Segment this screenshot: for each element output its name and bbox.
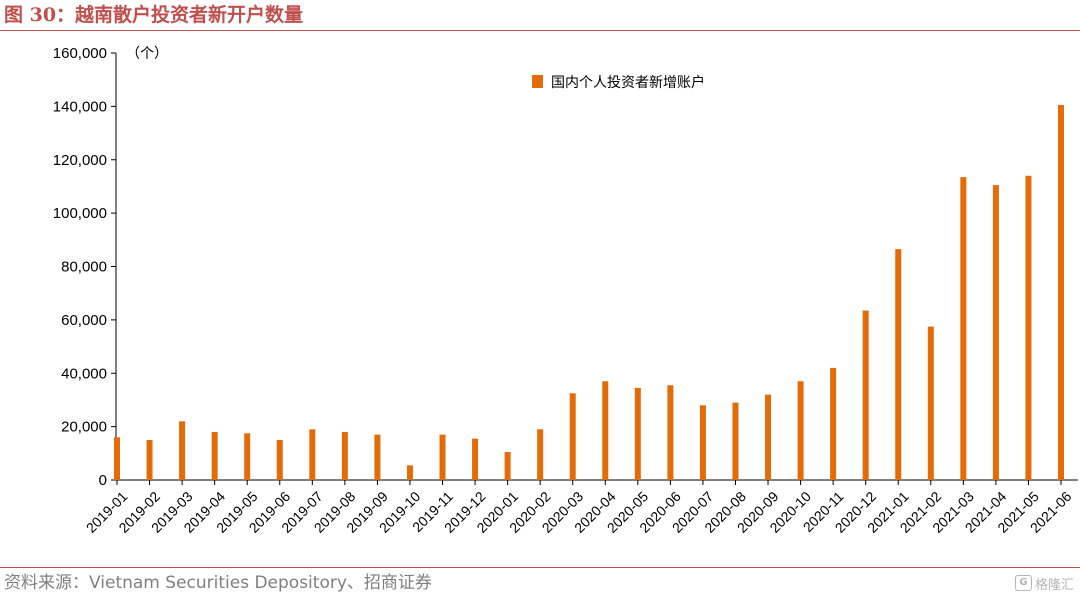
y-tick-label: 160,000	[53, 45, 107, 62]
bar-2019-02	[146, 439, 153, 480]
bar-2020-03	[569, 393, 576, 480]
y-tick-label: 120,000	[53, 152, 107, 169]
legend-swatch	[532, 75, 543, 88]
bar-2020-04	[602, 381, 609, 480]
bar-2019-03	[179, 421, 186, 480]
x-axis-ticks: 2019-012019-022019-032019-042019-052019-…	[83, 480, 1075, 536]
y-tick-label: 60,000	[61, 312, 107, 329]
bar-2020-10	[797, 381, 804, 480]
watermark-text: 格隆汇	[1034, 577, 1074, 593]
bar-2019-06	[276, 439, 283, 480]
bar-2021-01	[895, 249, 902, 480]
y-tick-label: 0	[99, 472, 107, 489]
bar-2020-08	[732, 402, 739, 480]
bar-2019-11	[439, 434, 446, 480]
title-divider	[0, 30, 1080, 31]
bar-2019-07	[309, 429, 316, 480]
bar-2019-04	[211, 431, 218, 480]
legend: 国内个人投资者新增账户	[532, 74, 705, 91]
bar-2020-05	[634, 387, 641, 480]
watermark: G 格隆汇	[1014, 573, 1074, 593]
bar-2020-12	[862, 310, 869, 480]
bar-2019-08	[341, 431, 348, 480]
bar-2019-10	[406, 465, 413, 480]
y-axis-unit-label: （个）	[126, 46, 168, 62]
figure-title: 图 30：越南散户投资者新开户数量	[4, 4, 304, 26]
bar-2021-03	[960, 177, 967, 481]
bar-2020-09	[765, 394, 772, 480]
bar-series	[114, 105, 1064, 481]
bar-2020-11	[830, 367, 837, 480]
bar-2019-05	[244, 433, 251, 480]
y-tick-label: 140,000	[53, 98, 107, 115]
bar-2019-12	[472, 438, 479, 480]
y-tick-label: 100,000	[53, 205, 107, 222]
watermark-logo-icon: G	[1014, 575, 1032, 591]
bar-chart: 0 20,000 40,000 60,000 80,000 100,000 120,000 1…	[53, 45, 1078, 536]
y-tick-label: 40,000	[61, 365, 107, 382]
legend-label: 国内个人投资者新增账户	[551, 74, 705, 91]
bar-2020-06	[667, 385, 674, 480]
bar-2020-02	[537, 429, 544, 480]
bar-2021-04	[992, 185, 999, 480]
bar-2020-01	[504, 451, 511, 480]
y-tick-label: 80,000	[61, 259, 107, 276]
source-divider	[0, 567, 1080, 568]
bar-2019-01	[114, 437, 120, 480]
bar-2020-07	[699, 405, 706, 480]
y-tick-label: 20,000	[61, 419, 107, 436]
bar-2019-09	[374, 434, 381, 480]
bar-2021-06	[1058, 105, 1064, 481]
bar-2021-02	[927, 326, 934, 480]
y-axis-ticks: 0 20,000 40,000 60,000 80,000 100,000 120,000 1…	[53, 45, 116, 489]
source-note: 资料来源：Vietnam Securities Depository、招商证券	[4, 573, 432, 593]
bar-2021-05	[1025, 175, 1032, 480]
